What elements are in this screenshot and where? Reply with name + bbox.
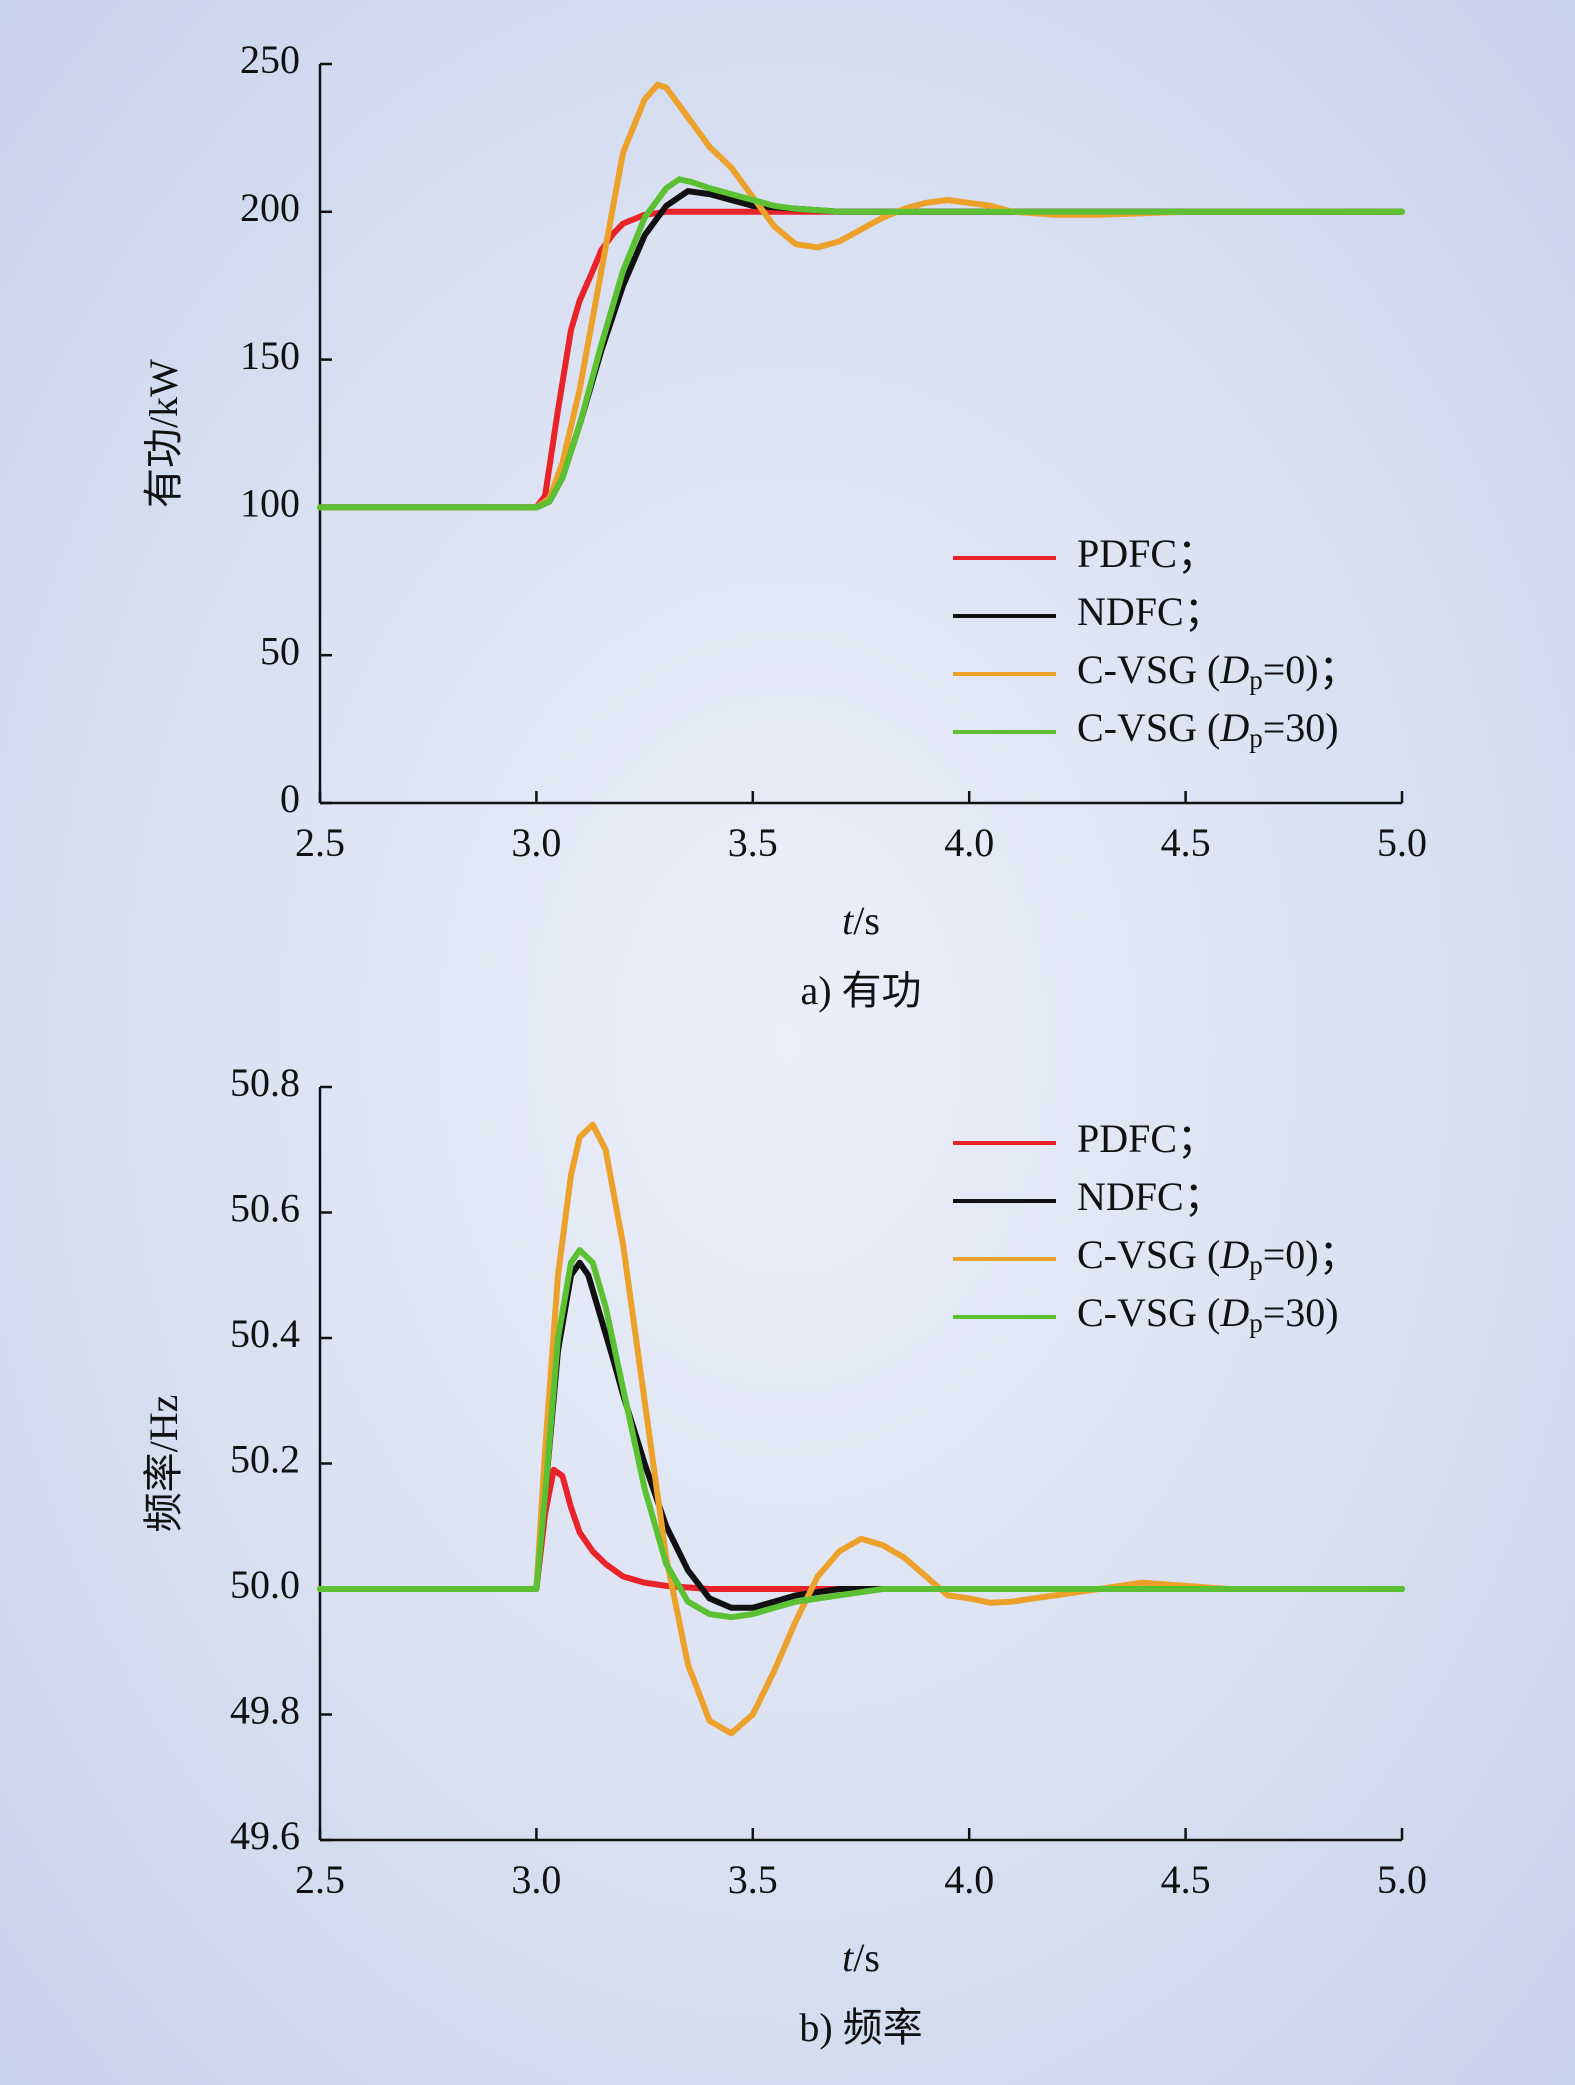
chart-active-power: 2.5 3.0 3.5 4.0 4.5 5.0 0 50 100 150 200 250 t/s 有功/k… — [141, 37, 1427, 1013]
y-tick-label: 50 — [260, 628, 300, 673]
series-line-c-vsg-dp-0 — [317, 1121, 1405, 1737]
series-line-pdfc — [317, 1466, 1405, 1592]
x-tick-label: 5.0 — [1377, 1857, 1427, 1902]
y-tick-label: 49.8 — [230, 1688, 300, 1733]
legend: PDFC； NDFC； C-VSG (Dp=0)； C-VSG (Dp=30) — [953, 1116, 1359, 1338]
y-tick-label: 50.8 — [230, 1060, 300, 1105]
x-tick-label: 4.5 — [1161, 820, 1211, 865]
y-axis-title: 有功/kW — [141, 359, 186, 508]
chart-caption: b) 频率 — [799, 2005, 922, 2050]
y-tick-label: 100 — [240, 481, 300, 526]
y-tick-label: 50.4 — [230, 1311, 300, 1356]
x-tick-label: 4.0 — [944, 1857, 994, 1902]
x-tick-label: 2.5 — [295, 1857, 345, 1902]
series-line-pdfc — [317, 208, 1405, 511]
x-tick-label: 5.0 — [1377, 820, 1427, 865]
y-tick-label: 50.6 — [230, 1186, 300, 1231]
y-axis-title: 频率/Hz — [141, 1395, 186, 1533]
legend: PDFC； NDFC； C-VSG (Dp=0)； C-VSG (Dp=30) — [953, 531, 1359, 753]
chart-frequency: 2.5 3.0 3.5 4.0 4.5 5.0 49.6 49.8 50.0 50.2 50.4 50… — [141, 1060, 1427, 2050]
y-tick-label: 50.2 — [230, 1437, 300, 1482]
x-axis-title: t/s — [842, 1935, 880, 1980]
legend-label: PDFC； — [1077, 531, 1217, 576]
y-tick-label: 200 — [240, 185, 300, 230]
series-line-c-vsg-dp-0 — [317, 81, 1405, 511]
series-line-c-vsg-dp-30 — [317, 1247, 1405, 1621]
x-tick-label: 4.5 — [1161, 1857, 1211, 1902]
y-tick-label: 50.0 — [230, 1562, 300, 1607]
legend-label: PDFC； — [1077, 1116, 1217, 1161]
legend-label: C-VSG (Dp=30) — [1077, 1290, 1339, 1338]
y-tick-label: 49.6 — [230, 1813, 300, 1858]
x-axis-title: t/s — [842, 898, 880, 943]
series-line-c-vsg-dp-30 — [317, 176, 1405, 511]
legend-label: NDFC； — [1077, 589, 1224, 634]
chart-caption: a) 有功 — [800, 968, 921, 1013]
legend-label: C-VSG (Dp=0)； — [1077, 1232, 1359, 1280]
x-tick-label: 3.0 — [511, 1857, 561, 1902]
legend-label: C-VSG (Dp=0)； — [1077, 647, 1359, 695]
x-tick-label: 3.5 — [728, 820, 778, 865]
legend-label: NDFC； — [1077, 1174, 1224, 1219]
y-tick-label: 0 — [280, 776, 300, 821]
legend-label: C-VSG (Dp=30) — [1077, 705, 1339, 753]
x-tick-label: 3.5 — [728, 1857, 778, 1902]
x-tick-label: 2.5 — [295, 820, 345, 865]
x-tick-label: 4.0 — [944, 820, 994, 865]
x-tick-label: 3.0 — [511, 820, 561, 865]
y-tick-label: 150 — [240, 333, 300, 378]
series-line-ndfc — [317, 188, 1405, 511]
y-tick-label: 250 — [240, 37, 300, 82]
